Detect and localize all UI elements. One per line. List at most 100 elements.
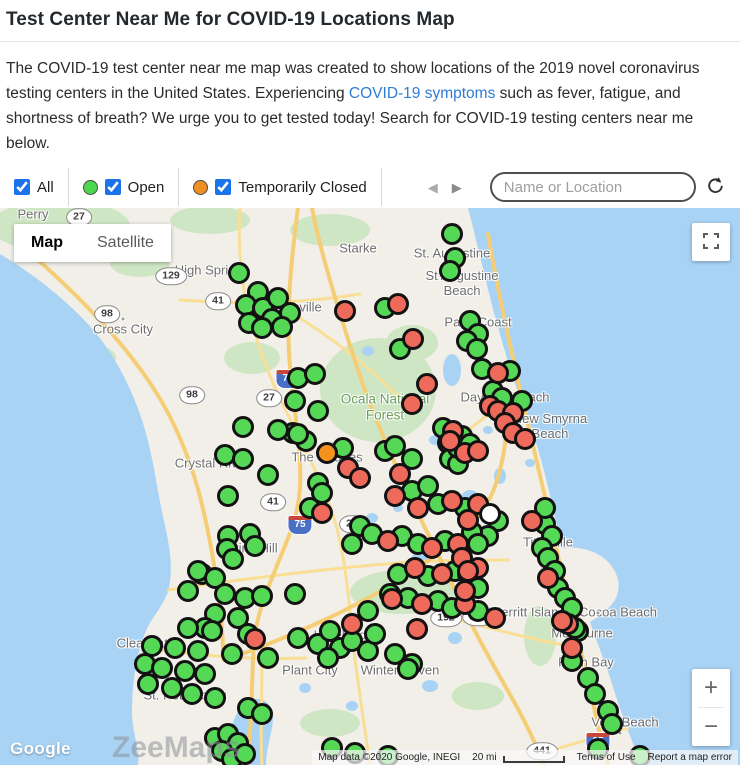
zoom-out-button[interactable]: − [692, 708, 730, 746]
test-center-marker-red[interactable] [402, 328, 424, 351]
test-center-marker-green[interactable] [161, 677, 183, 700]
test-center-marker-green[interactable] [244, 535, 266, 558]
test-center-marker-red[interactable] [484, 607, 506, 630]
test-center-marker-red[interactable] [381, 588, 403, 611]
test-center-marker-red[interactable] [551, 610, 573, 633]
test-center-marker-green[interactable] [257, 464, 279, 487]
test-center-marker-green[interactable] [319, 620, 341, 643]
test-center-marker-green[interactable] [271, 316, 293, 339]
test-center-marker-green[interactable] [194, 663, 216, 686]
test-center-marker-red[interactable] [537, 567, 559, 590]
test-center-marker-red[interactable] [411, 593, 433, 616]
covid-symptoms-link[interactable]: COVID-19 symptoms [348, 85, 496, 103]
test-center-marker-green[interactable] [441, 223, 463, 246]
test-center-marker-green[interactable] [187, 640, 209, 663]
test-center-marker-red[interactable] [404, 557, 426, 580]
test-center-marker-green[interactable] [222, 548, 244, 571]
test-center-marker-green[interactable] [466, 338, 488, 361]
test-center-marker-red[interactable] [487, 362, 509, 385]
pager: ◀ ▶ [428, 181, 462, 194]
test-center-marker-green[interactable] [284, 583, 306, 606]
test-center-marker-green[interactable] [601, 713, 623, 736]
closed-checkbox[interactable] [215, 179, 232, 196]
test-center-marker-green[interactable] [232, 416, 254, 439]
test-center-marker-green[interactable] [284, 390, 306, 413]
test-center-marker-green[interactable] [304, 363, 326, 386]
test-center-marker-red[interactable] [349, 467, 371, 490]
test-center-marker-red[interactable] [561, 637, 583, 660]
test-center-marker-green[interactable] [164, 637, 186, 660]
test-center-marker-red[interactable] [387, 293, 409, 316]
map-type-map-button[interactable]: Map [31, 234, 63, 252]
test-center-marker-red[interactable] [441, 490, 463, 513]
test-center-marker-green[interactable] [357, 600, 379, 623]
fullscreen-button[interactable] [692, 223, 730, 262]
test-center-marker-green[interactable] [257, 647, 279, 670]
test-center-marker-red[interactable] [439, 430, 461, 453]
test-center-marker-green[interactable] [201, 620, 223, 643]
test-center-marker-green[interactable] [232, 448, 254, 471]
filter-all: All [0, 179, 68, 196]
test-center-marker-green[interactable] [384, 435, 406, 458]
test-center-marker-green[interactable] [151, 657, 173, 680]
test-center-marker-green[interactable] [181, 683, 203, 706]
test-center-marker-green[interactable] [439, 260, 461, 283]
test-center-marker-red[interactable] [416, 373, 438, 396]
test-center-marker-green[interactable] [137, 673, 159, 696]
test-center-marker-green[interactable] [217, 485, 239, 508]
test-center-marker-white[interactable] [479, 503, 501, 526]
test-center-marker-red[interactable] [341, 613, 363, 636]
test-center-marker-red[interactable] [457, 560, 479, 583]
all-checkbox[interactable] [14, 179, 30, 196]
test-center-marker-red[interactable] [401, 393, 423, 416]
test-center-marker-red[interactable] [334, 300, 356, 323]
test-center-marker-green[interactable] [317, 647, 339, 670]
test-center-marker-green[interactable] [221, 643, 243, 666]
report-map-error-link[interactable]: Report a map error [647, 752, 732, 764]
test-center-marker-green[interactable] [251, 703, 273, 726]
test-center-marker-green[interactable] [417, 475, 439, 498]
test-center-marker-red[interactable] [457, 509, 479, 532]
test-center-marker-red[interactable] [521, 510, 543, 533]
test-center-marker-red[interactable] [389, 463, 411, 486]
terms-of-use-link[interactable]: Terms of Use [576, 752, 636, 764]
next-arrow-icon[interactable]: ▶ [451, 179, 462, 195]
zoom-in-button[interactable]: + [692, 669, 730, 707]
test-center-marker-red[interactable] [407, 497, 429, 520]
test-center-marker-green[interactable] [177, 617, 199, 640]
test-center-marker-green[interactable] [177, 580, 199, 603]
test-center-marker-green[interactable] [234, 743, 256, 766]
test-center-marker-green[interactable] [251, 317, 273, 340]
open-checkbox[interactable] [104, 179, 121, 196]
test-center-marker-red[interactable] [406, 618, 428, 641]
prev-arrow-icon[interactable]: ◀ [427, 179, 438, 195]
test-center-marker-red[interactable] [514, 428, 536, 451]
test-center-marker-red[interactable] [454, 580, 476, 603]
search-input[interactable] [489, 172, 696, 203]
refresh-button[interactable] [706, 176, 725, 198]
test-center-marker-red[interactable] [244, 628, 266, 651]
test-center-marker-red[interactable] [377, 530, 399, 553]
test-center-marker-orange[interactable] [316, 442, 338, 465]
test-center-marker-green[interactable] [364, 623, 386, 646]
us-route-shield: 129 [155, 267, 187, 286]
test-center-marker-green[interactable] [341, 533, 363, 556]
test-center-marker-red[interactable] [467, 440, 489, 463]
test-center-marker-red[interactable] [311, 502, 333, 525]
test-center-marker-red[interactable] [384, 485, 406, 508]
test-center-marker-red[interactable] [431, 563, 453, 586]
test-center-marker-green[interactable] [584, 683, 606, 706]
test-center-marker-red[interactable] [421, 537, 443, 560]
test-center-marker-green[interactable] [214, 583, 236, 606]
test-center-marker-green[interactable] [204, 687, 226, 710]
test-center-marker-green[interactable] [267, 419, 289, 442]
test-center-marker-green[interactable] [397, 658, 419, 681]
test-center-marker-green[interactable] [228, 262, 250, 285]
test-center-marker-green[interactable] [287, 423, 309, 446]
test-center-marker-green[interactable] [307, 400, 329, 423]
test-center-marker-green[interactable] [287, 627, 309, 650]
map-type-satellite-button[interactable]: Satellite [97, 234, 154, 252]
zoom-control: + − [692, 669, 730, 747]
test-center-marker-green[interactable] [251, 585, 273, 608]
